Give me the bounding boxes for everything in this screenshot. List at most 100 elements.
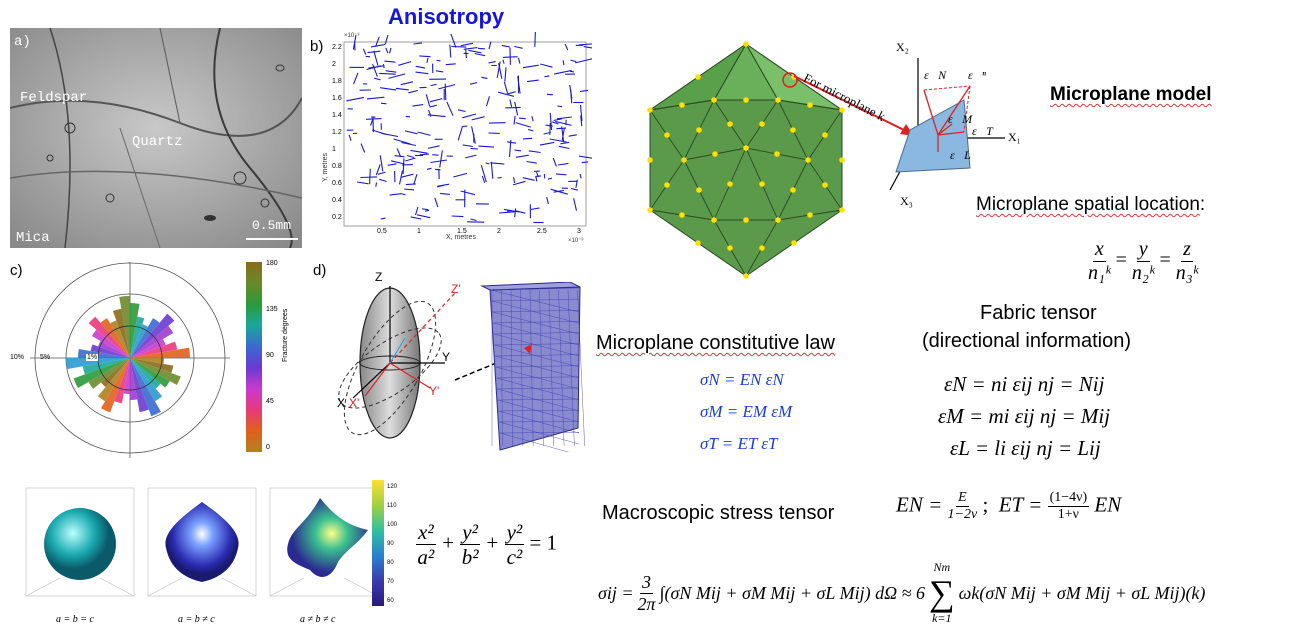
coord-x3: X₃	[900, 194, 913, 208]
fracture-trace	[404, 188, 415, 191]
shape-colorbar-tick: 120	[387, 484, 398, 490]
rose-ring-10: 10%	[10, 354, 25, 361]
colorbar-tick: 90	[266, 352, 274, 359]
fracture-trace	[558, 145, 570, 150]
trace-ytick: 1.2	[332, 129, 342, 136]
fracture-trace	[527, 128, 534, 132]
fracture-trace	[490, 161, 494, 179]
fracture-trace	[434, 197, 439, 208]
fracture-trace	[346, 96, 365, 102]
fracture-trace	[581, 161, 589, 164]
rose-petal	[97, 358, 130, 402]
fracture-trace	[429, 98, 443, 103]
fracture-trace	[547, 177, 553, 180]
shape-caption-3: a ≠ b ≠ c	[300, 614, 336, 625]
ico-vertex-dot	[664, 132, 670, 138]
ellipsoid-equation: x² a² + y² b² + y² c² = 1	[416, 520, 558, 570]
fracture-trace	[374, 77, 381, 81]
fracture-trace	[400, 192, 406, 196]
fracture-trace	[508, 139, 512, 158]
rose-petal	[130, 324, 148, 358]
axis-z: Z	[375, 270, 383, 284]
fracture-trace	[375, 36, 380, 47]
fracture-trace	[375, 182, 378, 187]
rose-petal	[101, 358, 130, 413]
fracture-trace	[504, 67, 507, 82]
fracture-trace	[366, 96, 385, 100]
fracture-trace	[370, 116, 375, 126]
fracture-trace	[412, 104, 424, 107]
ico-vertex-dot	[711, 97, 717, 103]
fracture-trace	[519, 117, 526, 120]
fracture-trace	[531, 116, 534, 122]
fracture-trace	[553, 118, 562, 122]
rose-petal	[123, 358, 130, 394]
fracture-trace	[477, 47, 486, 50]
fracture-trace	[509, 99, 513, 108]
fracture-trace	[444, 83, 447, 101]
law-line-1: σ̇N = EN ε̇N	[700, 370, 784, 389]
mica-label: Mica	[16, 230, 50, 246]
fracture-trace	[499, 211, 515, 214]
rose-petal	[130, 358, 181, 385]
ico-vertex-dot	[679, 102, 685, 108]
fracture-trace	[514, 149, 522, 152]
ico-vertex-dot	[759, 121, 765, 127]
fracture-trace	[560, 141, 570, 145]
fracture-trace	[408, 89, 418, 94]
colorbar-tick: 45	[266, 398, 274, 405]
fracture-trace	[410, 216, 422, 220]
fracture-trace	[570, 59, 577, 63]
fabric-line-3: εL = li εij nj = Lij	[950, 436, 1101, 460]
rose-petal	[82, 358, 130, 375]
fracture-trace	[380, 217, 386, 220]
mesh-svg	[454, 281, 585, 456]
fracture-trace	[506, 141, 517, 144]
fracture-trace	[396, 148, 402, 158]
panel-b-label: b)	[310, 38, 324, 55]
fracture-trace	[451, 45, 467, 48]
rose-petal	[130, 318, 160, 358]
fracture-trace	[549, 138, 567, 143]
fracture-trace	[462, 113, 477, 119]
shape-colorbar	[372, 480, 384, 606]
fracture-trace	[352, 72, 359, 85]
fracture-trace	[415, 65, 426, 69]
fracture-trace	[540, 63, 553, 68]
shape-caption-1: a = b = c	[56, 614, 94, 625]
spatial-equation: x n₁ᵏ = y n₂ᵏ = z n₃ᵏ	[1088, 238, 1199, 284]
trace-ytick: 0.6	[332, 180, 342, 187]
shape-colorbar-tick: 90	[387, 541, 394, 547]
fracture-trace	[398, 170, 404, 185]
ico-vertex-dot	[727, 121, 733, 127]
fracture-trace	[503, 81, 509, 94]
fracture-trace	[389, 193, 402, 196]
fracture-trace	[360, 176, 378, 179]
rose-petal	[130, 358, 164, 364]
colorbar-title: Fracture degrees	[282, 308, 289, 362]
micrograph-panel: a) Feldspar Quartz Mica 0.5mm	[9, 27, 303, 249]
fracture-trace	[382, 64, 385, 69]
fracture-trace	[380, 102, 387, 105]
rose-petal	[91, 329, 130, 358]
rose-ring-5: 5%	[40, 354, 51, 361]
rose-petal	[130, 313, 175, 358]
fracture-trace	[555, 173, 567, 176]
fracture-trace	[557, 105, 563, 108]
trace-xtick: 1.5	[457, 228, 467, 235]
fracture-trace	[488, 41, 492, 50]
ico-vertex-dot	[790, 127, 796, 133]
rose-petal	[90, 344, 130, 358]
fracture-trace	[427, 145, 440, 149]
ico-vertex-dot	[711, 217, 717, 223]
local-coordinate-system: X₂ X₁ X₃ ε⃗N ε⃗ⁿ ε⃗M ε⃗T ε⃗L	[880, 40, 1030, 210]
fracture-trace	[485, 96, 491, 107]
microplane-icosahedron	[638, 40, 856, 280]
trace-ytick: 1.4	[332, 112, 342, 119]
fracture-trace	[485, 162, 490, 165]
fracture-trace	[419, 55, 431, 58]
fracture-trace	[522, 137, 533, 140]
fracture-trace	[469, 82, 478, 85]
fracture-trace	[357, 181, 369, 185]
fracture-trace	[579, 105, 583, 121]
